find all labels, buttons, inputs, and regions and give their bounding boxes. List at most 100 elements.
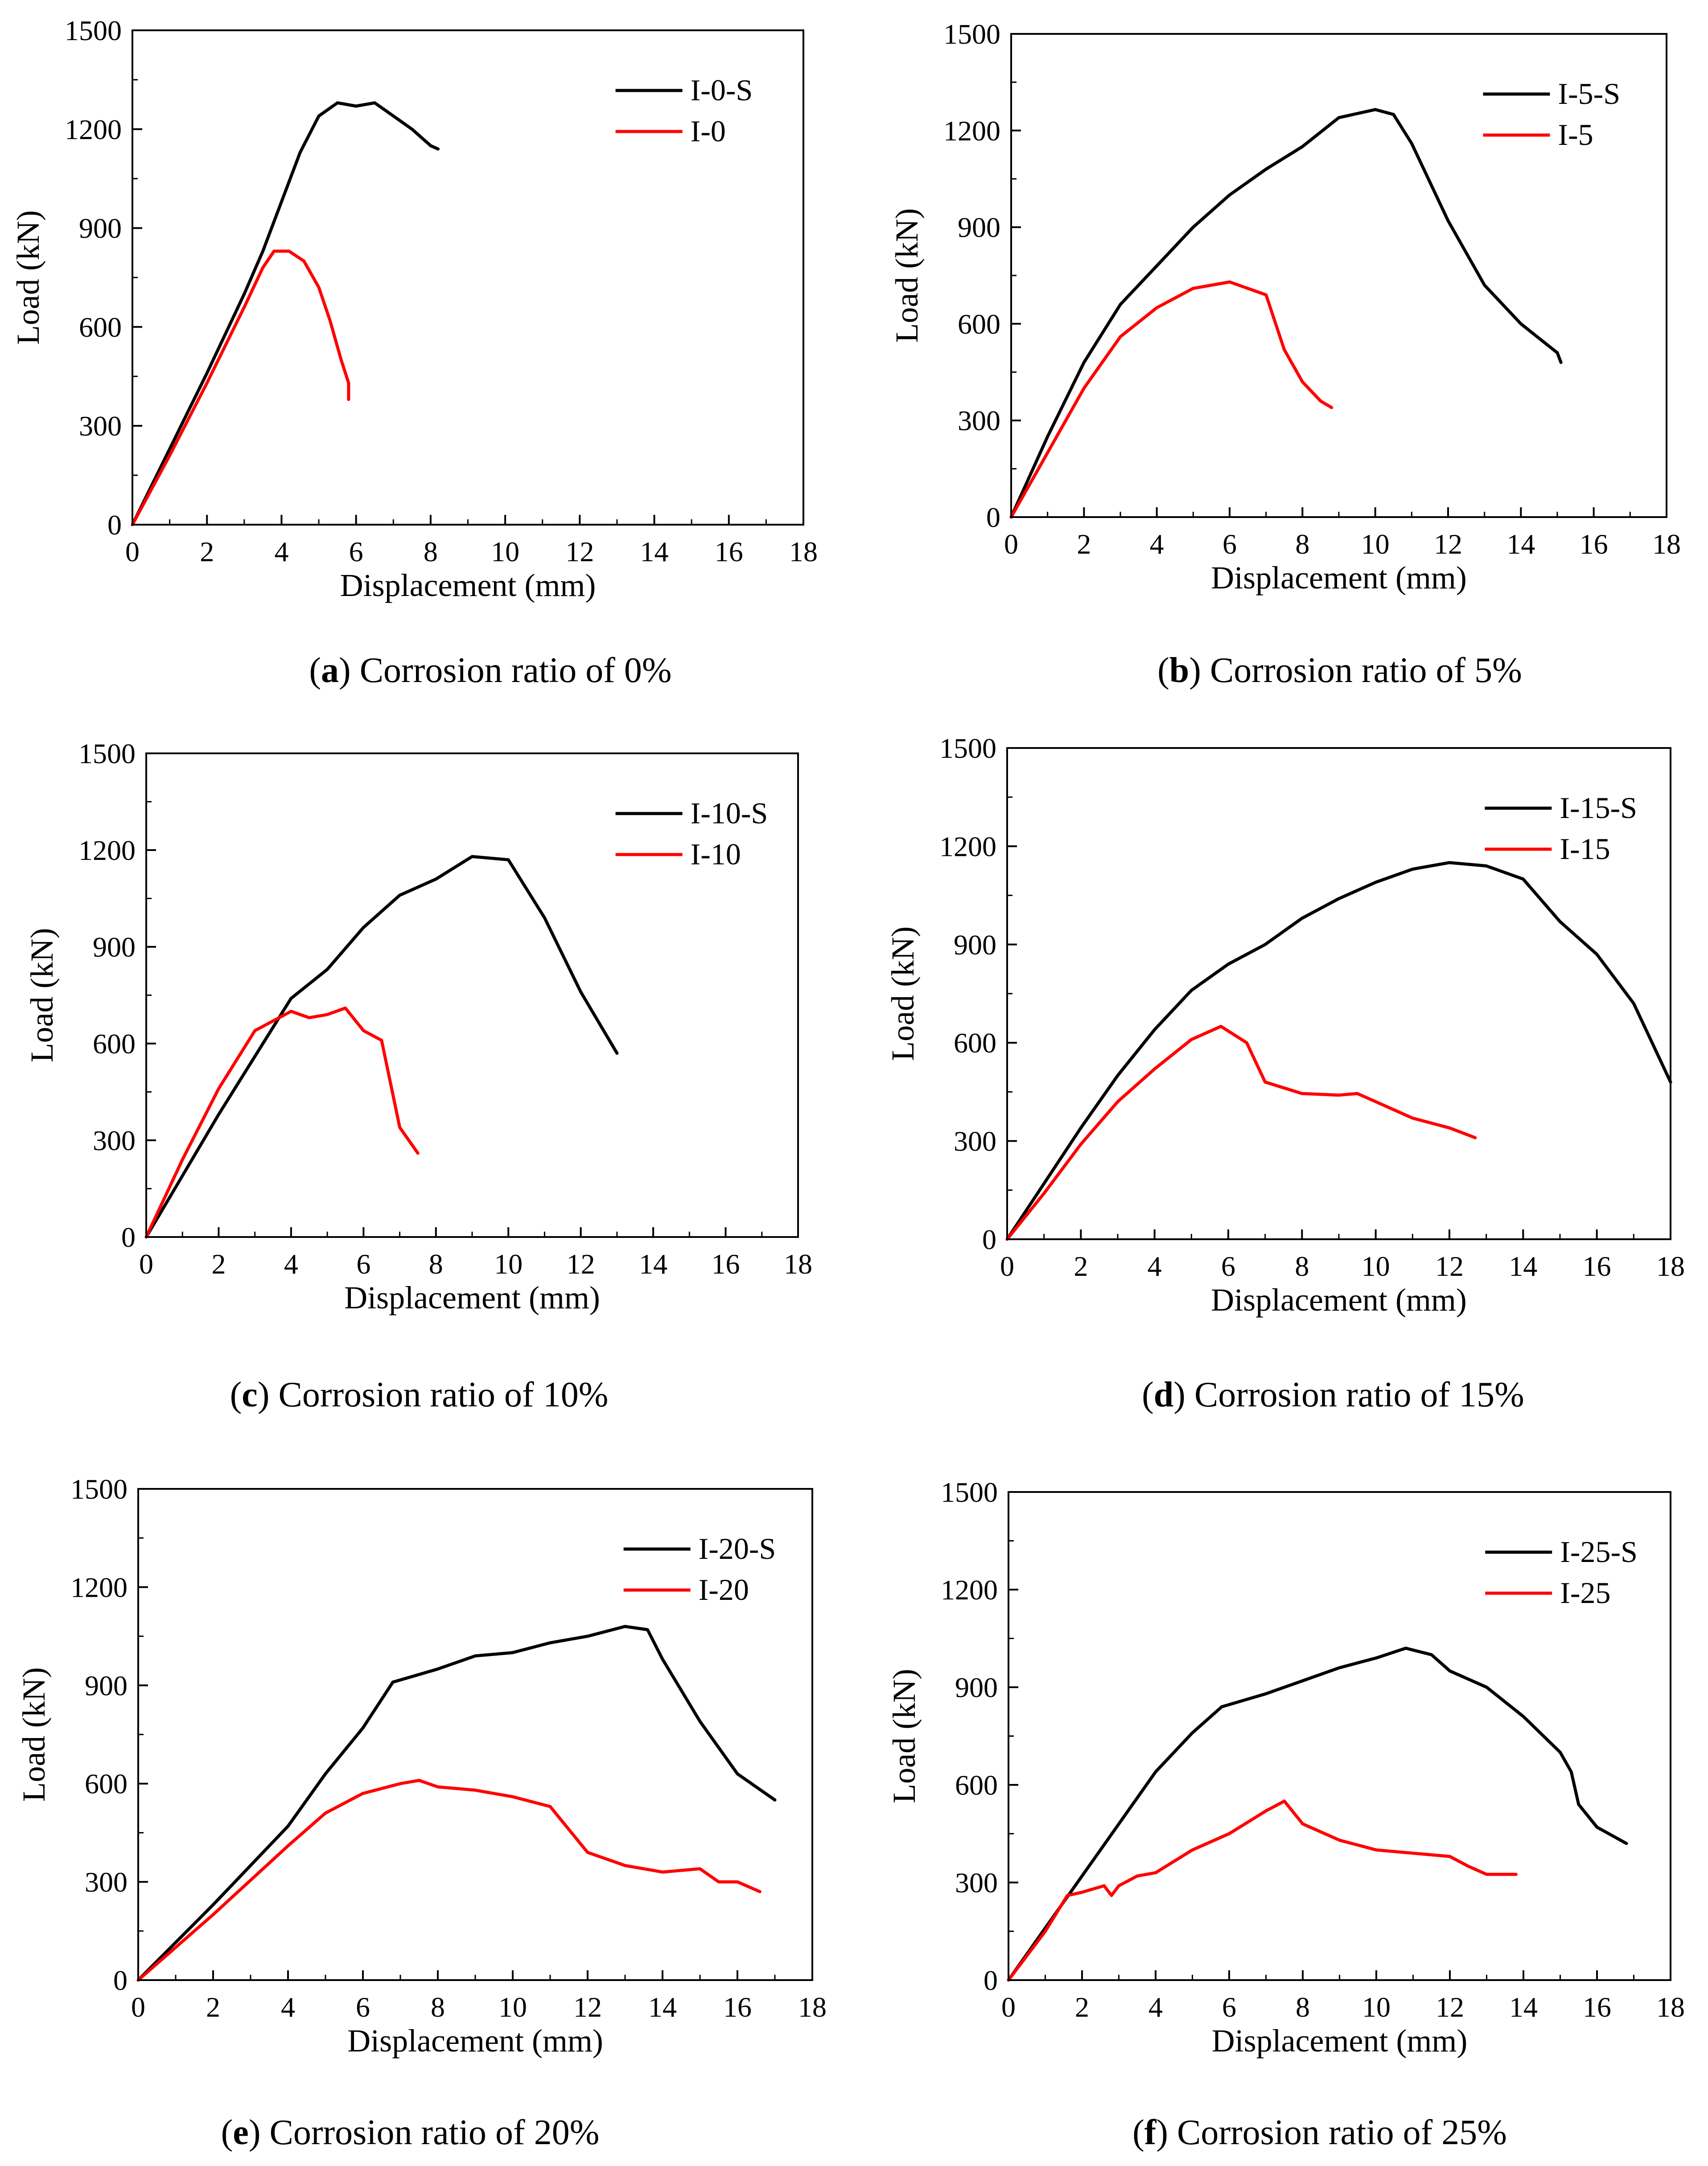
y-tick-label: 900 xyxy=(85,1670,128,1702)
y-tick-label: 1500 xyxy=(65,15,122,46)
caption-paren-close: ) xyxy=(1173,1375,1194,1414)
y-tick-label: 300 xyxy=(79,410,122,442)
series-line-I-0-S xyxy=(131,101,440,526)
legend-label: I-15 xyxy=(1560,832,1610,866)
x-tick-label: 8 xyxy=(1295,1250,1309,1282)
x-axis-title: Displacement (mm) xyxy=(344,1280,600,1315)
y-tick-label: 900 xyxy=(79,213,122,244)
series-line-I-10-S xyxy=(144,855,619,1239)
x-tick-label: 10 xyxy=(498,1991,527,2023)
chart-panel-d: 0 2 4 6 8 10 12 14 16 18 0 300 600 900 1200 1500 Displac… xyxy=(885,732,1685,1414)
x-tick-label: 10 xyxy=(491,536,519,567)
chart-panel-c: 0 2 4 6 8 10 12 14 16 18 0 300 600 900 1200 1500 Displac… xyxy=(24,738,812,1414)
legend-label: I-10 xyxy=(691,837,741,871)
x-axis-title: Displacement (mm) xyxy=(1211,1282,1467,1318)
x-tick-label: 2 xyxy=(1075,1991,1089,2023)
x-tick-label: 8 xyxy=(424,536,438,567)
series-line-I-10 xyxy=(144,1006,420,1239)
x-tick-label: 12 xyxy=(567,1248,595,1280)
x-tick-label: 14 xyxy=(639,1248,667,1280)
x-tick-label: 8 xyxy=(1296,1991,1310,2023)
x-tick-label: 6 xyxy=(1222,528,1237,560)
legend-label: I-5-S xyxy=(1558,77,1620,111)
x-tick-label: 4 xyxy=(1148,1250,1162,1282)
y-tick-label: 1500 xyxy=(939,732,996,764)
y-tick-label: 0 xyxy=(113,1965,128,1996)
y-axis-title: Load (kN) xyxy=(10,210,46,345)
x-tick-label: 18 xyxy=(1656,1991,1685,2023)
x-tick-label: 14 xyxy=(1509,1250,1537,1282)
caption-letter: a xyxy=(321,651,339,690)
legend-label: I-0-S xyxy=(691,73,753,107)
x-tick-label: 4 xyxy=(1148,1991,1163,2023)
caption-paren-open: ( xyxy=(221,2113,233,2152)
x-tick-label: 14 xyxy=(1506,528,1535,560)
y-tick-label: 1200 xyxy=(939,830,996,862)
caption-paren-close: ) xyxy=(1189,651,1210,690)
panel-caption: (d) Corrosion ratio of 15% xyxy=(1142,1375,1524,1414)
x-tick-label: 14 xyxy=(640,536,669,567)
caption-text: Corrosion ratio of 0% xyxy=(360,651,672,690)
y-tick-label: 900 xyxy=(955,1672,998,1703)
x-axis-title: Displacement (mm) xyxy=(347,2023,603,2059)
legend-label: I-10-S xyxy=(691,796,768,830)
y-tick-label: 1500 xyxy=(70,1473,128,1505)
y-tick-label: 300 xyxy=(85,1866,128,1898)
x-tick-label: 2 xyxy=(211,1248,226,1280)
legend-label: I-25 xyxy=(1560,1576,1610,1610)
caption-paren-open: ( xyxy=(230,1375,242,1414)
y-axis-title: Load (kN) xyxy=(24,928,60,1063)
y-tick-label: 1200 xyxy=(943,115,1000,147)
caption-text: Corrosion ratio of 25% xyxy=(1177,2113,1507,2152)
legend-label: I-5 xyxy=(1558,118,1593,152)
panel-caption: (c) Corrosion ratio of 10% xyxy=(230,1375,609,1414)
x-tick-label: 18 xyxy=(789,536,818,567)
x-tick-label: 16 xyxy=(712,1248,740,1280)
legend-label: I-20-S xyxy=(699,1532,776,1566)
caption-paren-open: ( xyxy=(1142,1375,1154,1414)
caption-paren-close: ) xyxy=(258,1375,279,1414)
x-tick-label: 0 xyxy=(139,1248,153,1280)
caption-paren-open: ( xyxy=(1157,651,1169,690)
caption-text: Corrosion ratio of 5% xyxy=(1210,651,1522,690)
y-tick-label: 0 xyxy=(982,1224,996,1255)
legend-label: I-15-S xyxy=(1560,791,1637,825)
caption-letter: e xyxy=(233,2113,249,2152)
x-tick-label: 0 xyxy=(131,1991,145,2023)
y-tick-label: 1500 xyxy=(943,18,1000,50)
legend-label: I-20 xyxy=(699,1573,749,1607)
y-axis-title: Load (kN) xyxy=(885,926,921,1061)
x-tick-label: 18 xyxy=(798,1991,827,2023)
chart-panel-b: 0 2 4 6 8 10 12 14 16 18 0 300 600 900 1200 1500 Displac… xyxy=(889,18,1681,690)
x-tick-label: 16 xyxy=(1580,528,1608,560)
legend-label: I-25-S xyxy=(1560,1535,1638,1569)
y-tick-label: 300 xyxy=(958,405,1000,436)
legend-label: I-0 xyxy=(691,114,726,148)
x-tick-label: 6 xyxy=(1221,1250,1235,1282)
caption-paren-open: ( xyxy=(1132,2113,1144,2152)
caption-text: Corrosion ratio of 20% xyxy=(269,2113,599,2152)
series-line-I-15 xyxy=(1005,1025,1477,1241)
y-tick-label: 900 xyxy=(93,931,136,963)
x-tick-label: 10 xyxy=(1361,528,1390,560)
y-axis-title: Load (kN) xyxy=(16,1667,52,1802)
x-tick-label: 2 xyxy=(1074,1250,1088,1282)
caption-paren-close: ) xyxy=(1156,2113,1177,2152)
panel-caption: (a) Corrosion ratio of 0% xyxy=(309,651,671,690)
x-tick-label: 4 xyxy=(1150,528,1164,560)
x-tick-label: 14 xyxy=(648,1991,677,2023)
caption-letter: f xyxy=(1144,2113,1157,2152)
y-tick-label: 600 xyxy=(955,1769,998,1801)
x-tick-label: 12 xyxy=(573,1991,602,2023)
chart-panel-e: 0 2 4 6 8 10 12 14 16 18 0 300 600 900 1200 1500 Displac… xyxy=(16,1473,827,2152)
series-line-I-20 xyxy=(136,1779,761,1982)
x-axis-title: Displacement (mm) xyxy=(1211,560,1467,596)
x-tick-label: 6 xyxy=(356,1991,370,2023)
y-tick-label: 300 xyxy=(93,1125,136,1156)
y-axis-title: Load (kN) xyxy=(889,208,925,343)
y-tick-label: 1200 xyxy=(78,834,136,866)
caption-paren-close: ) xyxy=(249,2113,270,2152)
x-axis-title: Displacement (mm) xyxy=(1212,2023,1468,2059)
x-tick-label: 4 xyxy=(281,1991,295,2023)
